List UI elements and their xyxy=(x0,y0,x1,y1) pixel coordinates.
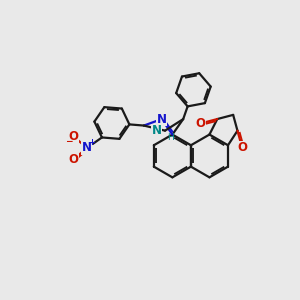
Text: +: + xyxy=(88,138,96,147)
Text: N: N xyxy=(82,141,92,154)
Text: O: O xyxy=(69,153,79,166)
Text: N: N xyxy=(157,112,166,126)
Text: O: O xyxy=(69,130,79,143)
Text: H: H xyxy=(167,133,174,142)
Text: −: − xyxy=(65,137,72,146)
Text: O: O xyxy=(195,117,205,130)
Text: N: N xyxy=(152,124,161,137)
Text: O: O xyxy=(237,141,247,154)
